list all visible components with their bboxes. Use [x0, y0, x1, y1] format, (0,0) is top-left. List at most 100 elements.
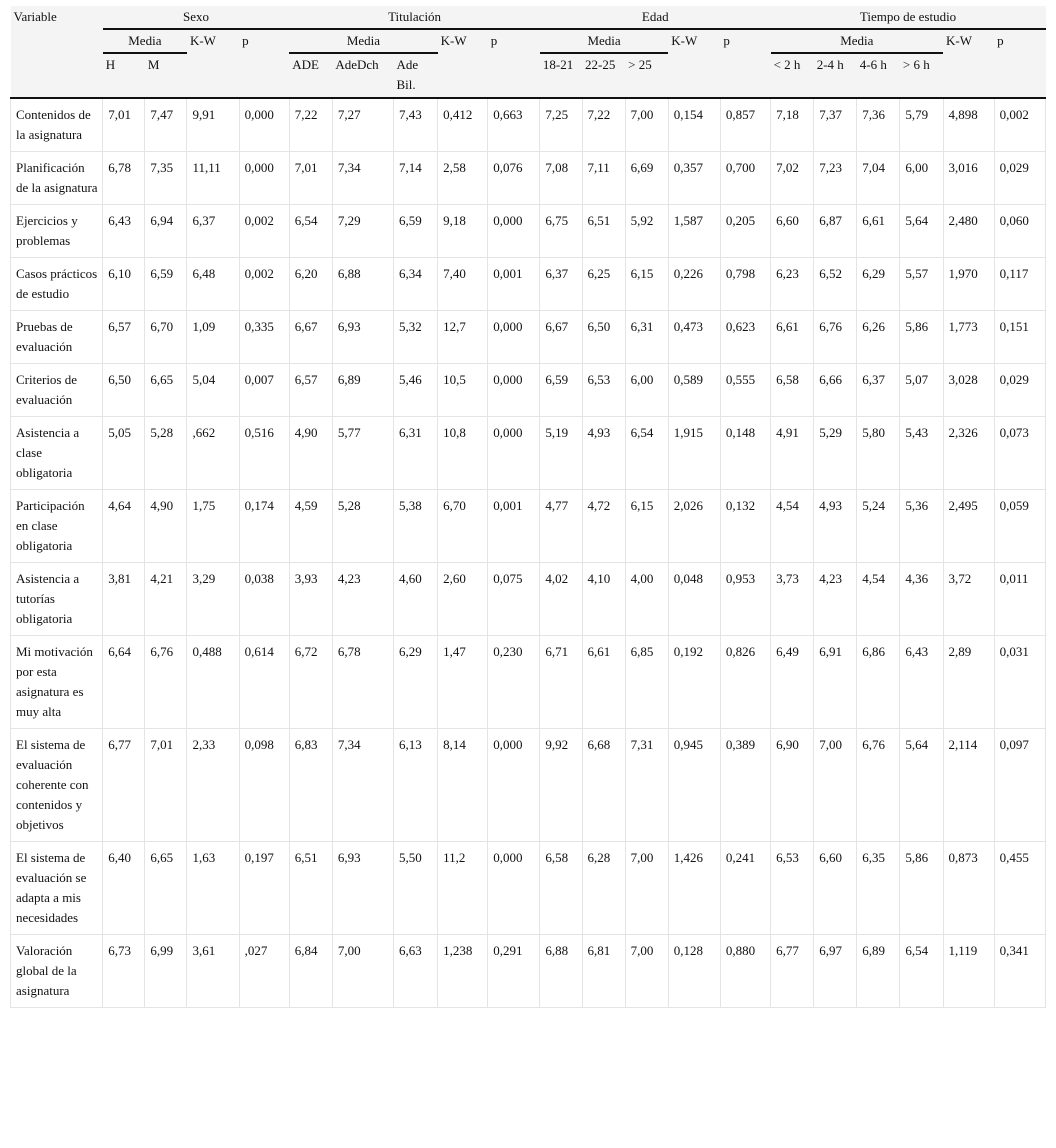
variable-cell: Mi motivación por esta asignatura es muy… — [9, 635, 104, 729]
p-header: p — [487, 29, 540, 53]
value-cell: 6,54 — [625, 416, 669, 490]
value-cell: 4,54 — [856, 562, 901, 636]
value-cell: 0,154 — [668, 98, 721, 152]
value-cell: 6,91 — [813, 635, 858, 729]
empty-header-cell — [186, 53, 240, 99]
value-cell: 6,43 — [102, 204, 146, 258]
value-cell: 0,001 — [487, 489, 541, 563]
value-cell: 1,75 — [186, 489, 240, 563]
value-cell: 6,50 — [102, 363, 146, 417]
value-cell: 0,197 — [239, 841, 290, 935]
value-cell: 6,77 — [102, 728, 146, 842]
value-cell: 0,000 — [487, 310, 541, 364]
value-cell: 0,880 — [720, 934, 772, 1008]
value-cell: 6,70 — [144, 310, 188, 364]
value-cell: 7,43 — [393, 98, 439, 152]
value-cell: 7,00 — [625, 934, 669, 1008]
value-cell: 5,28 — [144, 416, 188, 490]
value-cell: 0,002 — [239, 204, 290, 258]
value-cell: 0,341 — [994, 934, 1047, 1008]
value-cell: 6,99 — [144, 934, 188, 1008]
value-cell: 2,495 — [943, 489, 995, 563]
value-cell: 11,11 — [186, 151, 240, 205]
value-cell: 0,075 — [487, 562, 541, 636]
value-cell: 7,11 — [582, 151, 626, 205]
value-cell: 5,32 — [393, 310, 439, 364]
value-cell: 2,114 — [943, 728, 995, 842]
value-cell: 0,151 — [994, 310, 1047, 364]
value-cell: 11,2 — [437, 841, 489, 935]
value-cell: 6,63 — [393, 934, 439, 1008]
value-cell: 7,23 — [813, 151, 858, 205]
value-cell: 7,36 — [856, 98, 901, 152]
table-wrapper: Variable Sexo Titulación Edad Tiempo de estu… — [9, 6, 1047, 1008]
value-cell: 7,35 — [144, 151, 188, 205]
empty-header-cell — [437, 53, 488, 99]
value-cell: 1,970 — [943, 257, 995, 311]
value-cell: 6,88 — [539, 934, 583, 1008]
value-cell: 6,58 — [539, 841, 583, 935]
value-cell: 6,86 — [856, 635, 901, 729]
value-cell: 0,000 — [487, 204, 541, 258]
data-row: Ejercicios y problemas 6,43 6,94 6,37 0,002 6… — [9, 204, 1047, 258]
column-header: AdeDch — [332, 53, 394, 99]
value-cell: 2,326 — [943, 416, 995, 490]
value-cell: 1,63 — [186, 841, 240, 935]
media-header: Media — [770, 29, 944, 54]
value-cell: 0,128 — [668, 934, 721, 1008]
value-cell: 5,05 — [102, 416, 146, 490]
p-header: p — [720, 29, 771, 53]
column-header: 2-4 h — [813, 53, 857, 99]
data-row: Criterios de evaluación 6,50 6,65 5,04 0,007… — [9, 363, 1047, 417]
value-cell: 5,19 — [539, 416, 583, 490]
results-table: Variable Sexo Titulación Edad Tiempo de estu… — [9, 6, 1047, 1008]
value-cell: 6,81 — [582, 934, 626, 1008]
value-cell: 0,826 — [720, 635, 772, 729]
value-cell: 2,89 — [943, 635, 995, 729]
value-cell: 5,64 — [899, 728, 944, 842]
column-header: 4-6 h — [856, 53, 900, 99]
variable-cell: Participación en clase obligatoria — [9, 489, 104, 563]
value-cell: 6,37 — [856, 363, 901, 417]
value-cell: 0,048 — [668, 562, 721, 636]
value-cell: 6,84 — [289, 934, 333, 1008]
value-cell: 6,83 — [289, 728, 333, 842]
value-cell: 0,031 — [994, 635, 1047, 729]
value-cell: 0,700 — [720, 151, 772, 205]
value-cell: 1,47 — [437, 635, 489, 729]
value-cell: 1,915 — [668, 416, 721, 490]
value-cell: 6,87 — [813, 204, 858, 258]
empty-header-cell — [239, 53, 290, 99]
value-cell: 5,77 — [332, 416, 395, 490]
value-cell: 6,70 — [437, 489, 489, 563]
value-cell: 0,000 — [487, 841, 541, 935]
value-cell: 6,34 — [393, 257, 439, 311]
value-cell: 1,119 — [943, 934, 995, 1008]
kw-header: K-W — [437, 29, 488, 53]
value-cell: 2,480 — [943, 204, 995, 258]
value-cell: 7,34 — [332, 151, 395, 205]
value-cell: 7,34 — [332, 728, 395, 842]
value-cell: 0,663 — [487, 98, 541, 152]
value-cell: 7,01 — [144, 728, 188, 842]
group-header: Edad — [539, 6, 771, 30]
value-cell: 6,65 — [144, 841, 188, 935]
value-cell: 0,117 — [994, 257, 1047, 311]
group-header: Sexo — [102, 6, 290, 30]
value-cell: 6,94 — [144, 204, 188, 258]
empty-header-cell — [10, 53, 103, 99]
value-cell: 0,953 — [720, 562, 772, 636]
value-cell: 0,873 — [943, 841, 995, 935]
value-cell: 0,945 — [668, 728, 721, 842]
value-cell: 6,53 — [582, 363, 626, 417]
value-cell: 6,40 — [102, 841, 146, 935]
value-cell: 6,88 — [332, 257, 395, 311]
value-cell: 0,011 — [994, 562, 1047, 636]
value-cell: 9,91 — [186, 98, 240, 152]
value-cell: 1,238 — [437, 934, 489, 1008]
value-cell: 6,59 — [393, 204, 439, 258]
empty-header-cell — [720, 53, 771, 99]
value-cell: 4,60 — [393, 562, 439, 636]
value-cell: 1,587 — [668, 204, 721, 258]
